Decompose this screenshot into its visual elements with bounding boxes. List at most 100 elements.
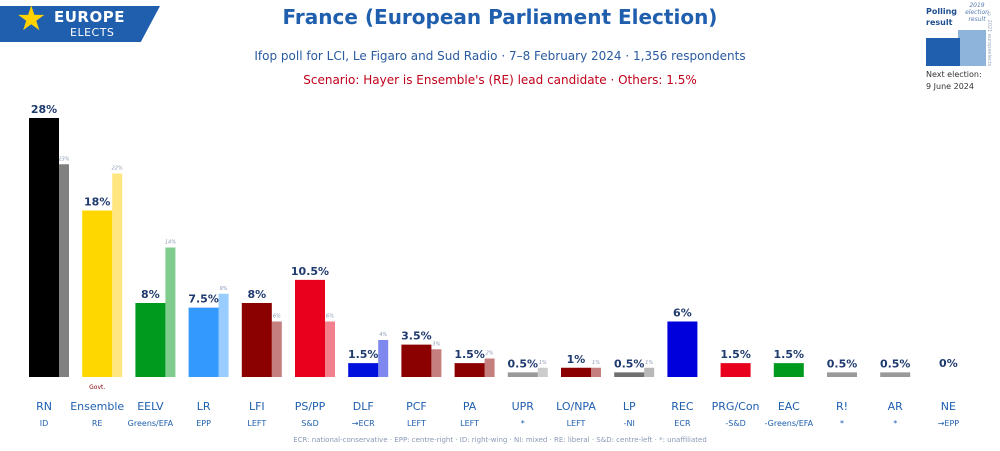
prev-label-upr: 1% (539, 360, 547, 366)
bar-ensemble (82, 210, 113, 377)
legend: Polling result 2019 election result © 20… (924, 0, 1000, 100)
value-label-rec: 6% (673, 307, 692, 320)
group-label-rec: ECR (674, 419, 691, 428)
party-label-lfi: LFI (249, 400, 265, 413)
prev-bar-dlf (378, 340, 389, 377)
footnote: ECR: national-conservative · EPP: centre… (293, 436, 707, 444)
legend-previous-label: 2019 election result (965, 2, 989, 23)
group-label-lfi: LEFT (247, 419, 266, 428)
group-label-rn: ID (40, 419, 49, 428)
value-label-lr: 7.5% (188, 293, 219, 306)
prev-bar-lp (644, 367, 655, 377)
party-label-lp: LP (623, 400, 636, 413)
prev-bar-lfi (271, 321, 282, 377)
prev-bar-pa (484, 358, 495, 377)
party-label-dlf: DLF (353, 400, 374, 413)
prev-bar-ps-pp (325, 321, 335, 377)
value-label-lp: 0.5% (614, 357, 645, 370)
group-label-dlf: →ECR (352, 419, 375, 428)
chart-subtitle: Ifop poll for LCI, Le Figaro and Sud Rad… (254, 49, 746, 63)
scenario-note: Scenario: Hayer is Ensemble's (RE) lead … (303, 73, 697, 87)
group-label-eelv: Greens/EFA (128, 419, 174, 428)
group-label-upr: * (521, 419, 525, 428)
party-label-rn: RN (36, 400, 52, 413)
prev-bar-upr (537, 367, 548, 377)
group-label-ar: * (893, 419, 897, 428)
group-label-pcf: LEFT (407, 419, 426, 428)
bar-pa (454, 363, 485, 377)
bar-lr (188, 307, 219, 377)
party-label-prg-con: PRG/Con (712, 400, 760, 413)
next-election-label: Next election: (926, 70, 982, 79)
party-label-eelv: EELV (137, 400, 164, 413)
prev-label-lfi: 6% (273, 314, 281, 320)
note-label-ensemble: Govt. (89, 384, 105, 391)
value-label-eac: 1.5% (774, 348, 805, 361)
party-label-lo-npa: LO/NPA (556, 400, 596, 413)
value-label-ar: 0.5% (880, 357, 911, 370)
bar-rn (29, 118, 59, 377)
bar-eac (773, 363, 804, 377)
prev-label-rn: 23% (58, 156, 69, 162)
bar-eelv (135, 303, 166, 377)
bar-rec (667, 321, 698, 377)
value-label-ne: 0% (939, 357, 958, 370)
prev-label-lp: 1% (645, 360, 653, 366)
prev-label-lo-npa: 1% (592, 360, 600, 366)
legend-polling-label: Polling result (926, 7, 958, 27)
group-label-ne: →EPP (938, 419, 960, 428)
bar-lp (614, 372, 645, 377)
value-label-prg-con: 1.5% (720, 348, 751, 361)
group-label-lo-npa: LEFT (567, 419, 586, 428)
prev-bar-eelv (165, 247, 176, 377)
prev-label-lr: 9% (220, 286, 228, 292)
party-label-eac: EAC (778, 400, 800, 413)
star-icon: ★ (16, 0, 47, 39)
value-label-eelv: 8% (141, 288, 160, 301)
value-label-r-: 0.5% (827, 357, 858, 370)
prev-label-pcf: 3% (432, 341, 440, 347)
copyright-note: © 2021 europeelects (986, 12, 992, 67)
party-label-pa: PA (463, 400, 477, 413)
prev-label-ensemble: 22% (112, 166, 123, 172)
legend-polling-swatch (926, 38, 960, 66)
party-label-rec: REC (671, 400, 694, 413)
bar-pcf (401, 344, 432, 377)
legend-previous-swatch (958, 30, 986, 66)
bar-lfi (241, 303, 272, 377)
prev-label-ps-pp: 6% (326, 314, 334, 320)
party-label-ar: AR (888, 400, 904, 413)
chart-title: France (European Parliament Election) (282, 5, 718, 29)
party-label-r-: R! (836, 400, 848, 413)
value-label-ensemble: 18% (84, 196, 110, 209)
value-label-dlf: 1.5% (348, 348, 379, 361)
prev-bar-ensemble (112, 173, 123, 377)
prev-bar-rn (59, 164, 69, 377)
bar-ps-pp (295, 279, 325, 377)
prev-label-pa: 2% (486, 351, 494, 357)
logo-text-europe: EUROPE (54, 8, 125, 26)
party-label-pcf: PCF (406, 400, 427, 413)
prev-bar-lr (218, 293, 229, 377)
party-label-ne: NE (941, 400, 956, 413)
party-label-upr: UPR (512, 400, 535, 413)
bar-ar (880, 372, 911, 377)
bar-dlf (348, 363, 379, 377)
group-label-lr: EPP (196, 419, 211, 428)
group-label-ensemble: RE (92, 419, 103, 428)
value-label-lfi: 8% (247, 288, 266, 301)
group-label-ps-pp: S&D (301, 419, 318, 428)
value-label-ps-pp: 10.5% (291, 265, 329, 278)
value-label-lo-npa: 1% (567, 353, 586, 366)
europe-elects-logo: ★ EUROPE ELECTS (0, 0, 165, 44)
value-label-upr: 0.5% (508, 357, 539, 370)
logo-text-elects: ELECTS (70, 26, 115, 39)
logo-background (0, 6, 160, 42)
group-label-prg-con: -S&D (725, 419, 745, 428)
value-label-pa: 1.5% (454, 348, 485, 361)
prev-label-eelv: 14% (165, 240, 176, 246)
prev-bar-lo-npa (591, 367, 601, 377)
group-label-lp: -NI (624, 419, 635, 428)
value-label-pcf: 3.5% (401, 330, 432, 343)
